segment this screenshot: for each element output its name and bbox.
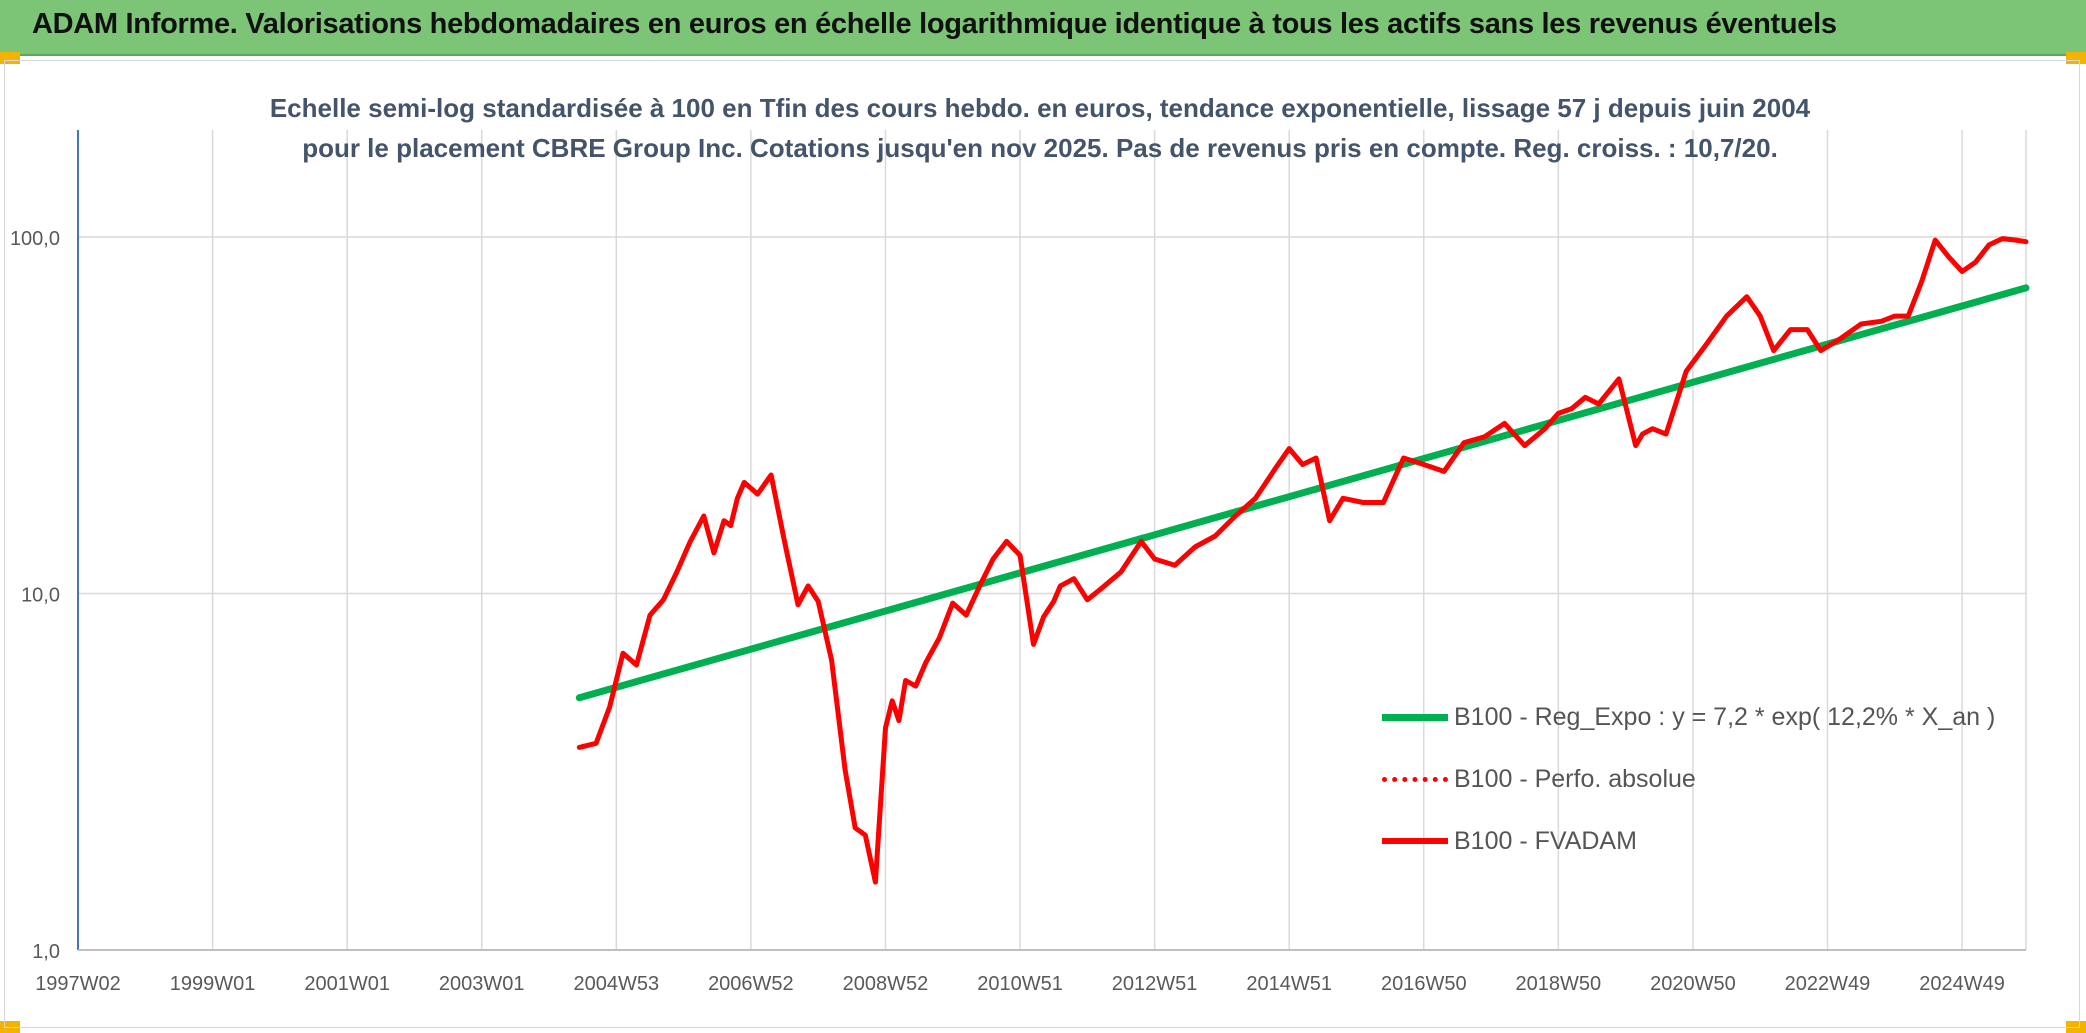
chart-ticks: 1,0 10,0 100,0 1997W02 1999W01 2001W01 2003W01… bbox=[10, 228, 2005, 995]
chart-legend: B100 - Reg_Expo : y = 7,2 * exp( 12,2% *… bbox=[1382, 686, 2002, 872]
x-tick-label: 2020W50 bbox=[1650, 973, 1736, 995]
y-tick-label: 1,0 bbox=[32, 941, 60, 963]
x-tick-label: 2008W52 bbox=[843, 973, 929, 995]
x-tick-label: 2004W53 bbox=[573, 973, 659, 995]
x-tick-label: 1999W01 bbox=[170, 973, 256, 995]
legend-swatch-fvadam bbox=[1382, 838, 1448, 844]
corner-marker-top-right bbox=[2066, 52, 2086, 64]
legend-label-perfo-absolue: B100 - Perfo. absolue bbox=[1454, 764, 1696, 793]
x-tick-label: 2006W52 bbox=[708, 973, 794, 995]
corner-marker-top-left bbox=[0, 52, 20, 64]
legend-swatch-perfo-absolue bbox=[1382, 776, 1448, 782]
x-tick-label: 2016W50 bbox=[1381, 973, 1467, 995]
x-tick-label: 2003W01 bbox=[439, 973, 525, 995]
y-tick-label: 10,0 bbox=[21, 585, 60, 607]
legend-label-fvadam: B100 - FVADAM bbox=[1454, 826, 1637, 855]
chart-subtitle: Echelle semi-log standardisée à 100 en T… bbox=[269, 93, 1811, 163]
chart-frame bbox=[4, 60, 2080, 1028]
x-tick-label: 1997W02 bbox=[35, 973, 121, 995]
legend-swatch-reg-expo bbox=[1382, 713, 1448, 721]
legend-item-perfo-absolue: B100 - Perfo. absolue bbox=[1382, 748, 2002, 810]
x-tick-label: 2001W01 bbox=[304, 973, 390, 995]
x-tick-label: 2012W51 bbox=[1112, 973, 1198, 995]
chart-series bbox=[575, 236, 2030, 885]
x-tick-label: 2024W49 bbox=[1919, 973, 2005, 995]
x-tick-label: 2014W51 bbox=[1246, 973, 1332, 995]
legend-item-fvadam: B100 - FVADAM bbox=[1382, 810, 2002, 872]
legend-item-reg-expo: B100 - Reg_Expo : y = 7,2 * exp( 12,2% *… bbox=[1382, 686, 2002, 748]
y-tick-label: 100,0 bbox=[10, 228, 60, 250]
legend-label-reg-expo: B100 - Reg_Expo : y = 7,2 * exp( 12,2% *… bbox=[1454, 702, 1996, 731]
x-tick-label: 2010W51 bbox=[977, 973, 1063, 995]
x-tick-label: 2018W50 bbox=[1516, 973, 1602, 995]
chart-axes bbox=[77, 130, 2026, 951]
report-title: ADAM Informe. Valorisations hebdomadaire… bbox=[32, 8, 1837, 40]
report-header: ADAM Informe. Valorisations hebdomadaire… bbox=[0, 0, 2086, 56]
series-line-reg-expo bbox=[575, 284, 2030, 702]
x-tick-label: 2022W49 bbox=[1785, 973, 1871, 995]
series-line-fvadam bbox=[576, 236, 2029, 885]
